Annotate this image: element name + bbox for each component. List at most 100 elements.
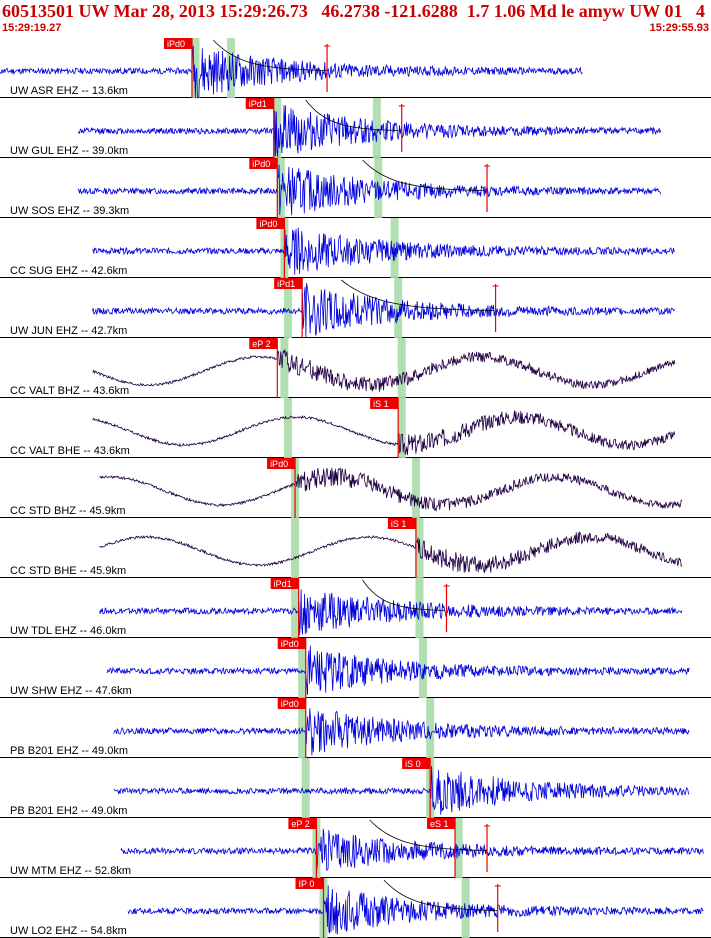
- pick-label: iPd0: [281, 699, 299, 709]
- pick-label: iPd1: [274, 579, 292, 589]
- arrival-band: [301, 758, 310, 818]
- pick-label: eP 2: [252, 339, 270, 349]
- pick-box: [270, 578, 299, 589]
- waveform: [77, 105, 661, 157]
- coda-curve: [305, 99, 399, 131]
- trace-row: iPd1 UW GUL EHZ -- 39.0km: [0, 98, 711, 158]
- trace-row: iPd1 UW TDL EHZ -- 46.0km: [0, 578, 711, 638]
- pick-label: iS 1: [373, 399, 389, 409]
- arrival-band: [372, 98, 381, 158]
- trace-row: iPd0 UW SOS EHZ -- 39.3km: [0, 158, 711, 218]
- waveform: [99, 589, 683, 635]
- arrival-band: [298, 638, 307, 698]
- trace-row: iPd0 UW ASR EHZ -- 13.6km: [0, 38, 711, 99]
- pick-label: eP 2: [291, 819, 309, 829]
- pick-box: [387, 518, 416, 529]
- arrival-band: [191, 38, 200, 98]
- arrival-band: [461, 878, 470, 938]
- pick-box: [267, 458, 296, 469]
- waveform: [113, 708, 690, 756]
- trace-row: iPd0 UW SHW EHZ -- 47.6km: [0, 638, 711, 698]
- station-label: PB B201 EHZ -- 49.0km: [10, 745, 128, 757]
- trace-row: IP 0 UW LO2 EHZ -- 54.8km: [0, 878, 711, 938]
- arrival-band: [426, 698, 435, 758]
- trace-row: iPd1 UW JUN EHZ -- 42.7km: [0, 278, 711, 338]
- arrival-band: [283, 398, 292, 458]
- waveform: [106, 645, 690, 695]
- station-label: CC SUG EHZ -- 42.6km: [10, 265, 127, 277]
- station-label: UW TDL EHZ -- 46.0km: [10, 625, 126, 637]
- waveform: [77, 164, 661, 216]
- pick-box: [249, 158, 278, 169]
- station-label: CC VALT BHZ -- 43.6km: [10, 385, 129, 397]
- pick-box: [249, 338, 278, 349]
- arrival-band: [227, 38, 236, 98]
- waveform: [92, 283, 676, 338]
- waveform: [127, 885, 704, 935]
- trace-row: iS 1 CC VALT BHE -- 43.6km: [0, 398, 711, 458]
- arrival-band: [397, 398, 406, 458]
- station-label: UW JUN EHZ -- 42.7km: [10, 325, 127, 337]
- station-label: UW MTM EHZ -- 52.8km: [10, 865, 131, 877]
- pick-box: [245, 98, 274, 109]
- coda-curve: [362, 579, 445, 611]
- pick-box: [277, 698, 306, 709]
- arrival-band: [291, 578, 300, 638]
- pick-box: [274, 278, 303, 289]
- waveform: [99, 467, 683, 512]
- coda-curve: [213, 39, 328, 71]
- station-label: UW SOS EHZ -- 39.3km: [10, 205, 129, 217]
- coda-curve: [369, 819, 487, 851]
- station-label: UW SHW EHZ -- 47.6km: [10, 685, 132, 697]
- arrival-band: [394, 278, 403, 338]
- pick-label: iS 0: [405, 759, 421, 769]
- time-start-label: 15:29:19.27: [2, 22, 62, 34]
- waveform: [99, 530, 683, 574]
- header: 60513501 UW Mar 28, 2013 15:29:26.73 46.…: [0, 0, 711, 38]
- station-label: UW ASR EHZ -- 13.6km: [10, 85, 128, 97]
- pick-box: [256, 218, 285, 229]
- event-title: 60513501 UW Mar 28, 2013 15:29:26.73 46.…: [2, 1, 705, 21]
- station-label: UW GUL EHZ -- 39.0km: [10, 145, 128, 157]
- pick-label: iPd1: [249, 99, 267, 109]
- arrival-band: [280, 338, 289, 398]
- pick-box: [277, 638, 306, 649]
- waveform: [120, 828, 704, 871]
- pick-label: eS 1: [430, 819, 449, 829]
- arrival-band: [283, 278, 292, 338]
- trace-row: eP 2 eS 1 UW MTM EHZ -- 52.8km: [0, 818, 711, 878]
- coda-curve: [341, 279, 495, 311]
- pick-box: [295, 878, 324, 889]
- pick-box: [402, 758, 431, 769]
- pick-label: iPd0: [281, 639, 299, 649]
- trace-row: iPd0 PB B201 EHZ -- 49.0km: [0, 698, 711, 758]
- arrival-band: [291, 518, 300, 578]
- pick-label: iPd0: [252, 159, 270, 169]
- pick-box: [163, 38, 192, 49]
- waveform: [92, 227, 676, 275]
- trace-row: iPd0 CC SUG EHZ -- 42.6km: [0, 218, 711, 278]
- pick-label: iPd0: [270, 459, 288, 469]
- arrival-band: [273, 98, 282, 158]
- pick-label: iS 1: [391, 519, 407, 529]
- arrival-band: [397, 338, 406, 398]
- pick-box: [370, 398, 399, 409]
- trace-row: iS 0 PB B201 EH2 -- 49.0km: [0, 758, 711, 818]
- station-label: CC STD BHE -- 45.9km: [10, 565, 126, 577]
- station-label: PB B201 EH2 -- 49.0km: [10, 805, 127, 817]
- trace-row: iPd0 CC STD BHZ -- 45.9km: [0, 458, 711, 518]
- coda-curve: [362, 159, 484, 191]
- waveform: [113, 765, 690, 815]
- coda-curve: [383, 879, 498, 911]
- trace-row: iS 1 CC STD BHE -- 45.9km: [0, 518, 711, 578]
- pick-label: iPd1: [277, 279, 295, 289]
- station-label: CC VALT BHE -- 43.6km: [10, 445, 130, 457]
- arrival-band: [411, 458, 420, 518]
- waveform: [92, 349, 676, 392]
- trace-row: eP 2 CC VALT BHZ -- 43.6km: [0, 338, 711, 398]
- waveform: [92, 410, 676, 456]
- pick-label: iPd0: [259, 219, 277, 229]
- pick-label: iPd0: [167, 39, 185, 49]
- arrival-band: [419, 638, 428, 698]
- pick-box: [288, 818, 317, 829]
